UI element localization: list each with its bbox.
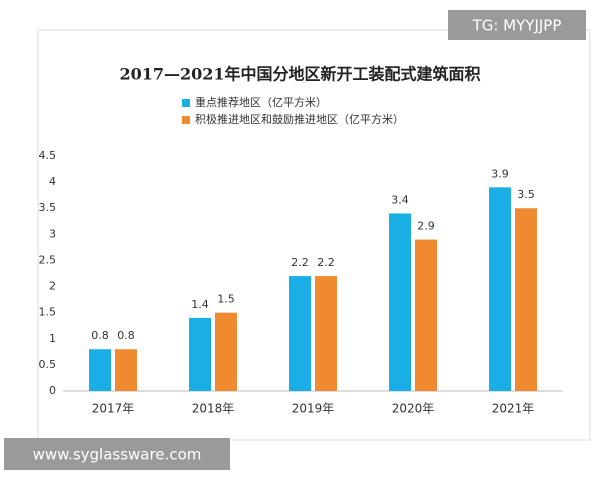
legend-label: 重点推荐地区（亿平方米） [195,95,327,109]
y-tick-label: 4 [49,175,56,188]
bar [389,213,411,391]
watermark-box [448,10,586,40]
bar [315,276,337,391]
y-tick-label: 0.5 [39,358,57,371]
chart-title: 2017—2021年中国分地区新开工装配式建筑面积 [119,65,480,84]
data-label: 2.2 [317,256,335,269]
bar [89,349,111,391]
y-tick-label: 3.5 [39,201,57,214]
data-label: 2.9 [417,220,435,233]
x-tick-label: 2021年 [492,402,535,416]
legend-label: 积极推进地区和鼓励推进地区（亿平方米） [195,112,404,126]
legend-swatch [182,99,190,107]
data-label: 3.5 [517,188,535,201]
x-tick-label: 2019年 [292,402,335,416]
bar [289,276,311,391]
bar [115,349,137,391]
y-tick-label: 2 [49,280,56,293]
data-label: 1.4 [191,298,209,311]
y-tick-label: 1.5 [39,306,57,319]
data-label: 0.8 [91,329,109,342]
bar [189,317,211,391]
bar [489,187,511,391]
y-tick-label: 3 [49,227,56,240]
x-tick-label: 2017年 [92,402,135,416]
x-tick-label: 2018年 [192,402,235,416]
y-tick-label: 1 [49,332,56,345]
y-tick-label: 4.5 [39,149,57,162]
x-tick-label: 2020年 [392,402,435,416]
watermark: www.syglassware.com [33,446,202,464]
y-tick-label: 0 [49,384,56,397]
data-label: 0.8 [117,329,135,342]
watermark-box [4,438,230,470]
bar [515,208,537,391]
data-label: 1.5 [217,293,235,306]
bar [415,239,437,391]
legend-swatch [182,116,190,124]
y-tick-label: 2.5 [39,253,57,266]
data-label: 2.2 [291,256,309,269]
bar [215,312,237,391]
watermark: TG: MYYJJPP [472,17,562,35]
data-label: 3.9 [491,167,509,180]
data-label: 3.4 [391,193,409,206]
